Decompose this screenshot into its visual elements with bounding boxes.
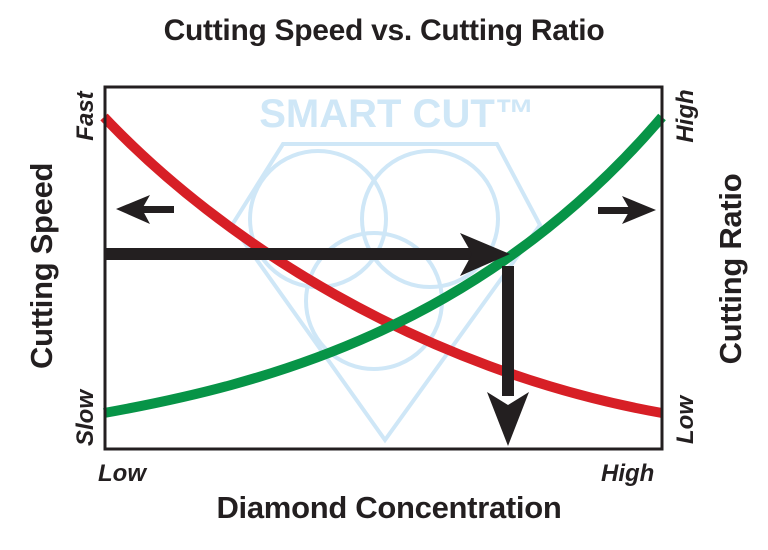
y-right-tick-low: Low: [672, 396, 699, 444]
y-axis-left-label: Cutting Speed: [24, 162, 59, 369]
diamond-logo-icon: [229, 142, 543, 444]
watermark-text: SMART CUT™: [259, 92, 535, 136]
y-axis-right-label: Cutting Ratio: [713, 173, 748, 365]
y-left-tick-slow: Slow: [72, 390, 99, 447]
left-axis-arrow-icon: [116, 195, 174, 224]
vertical-read-arrow: [487, 266, 529, 446]
y-right-tick-high: High: [672, 89, 699, 143]
x-axis-label: Diamond Concentration: [216, 490, 562, 525]
cutting-speed-curve: [100, 113, 663, 418]
x-tick-high: High: [601, 460, 655, 487]
plot-frame: [103, 85, 664, 451]
horizontal-read-arrow: [104, 233, 510, 276]
right-axis-arrow-icon: [598, 196, 656, 224]
x-tick-low: Low: [98, 460, 146, 487]
y-left-tick-fast: Fast: [72, 91, 99, 141]
cutting-ratio-curve: [103, 113, 666, 418]
chart-title: Cutting Speed vs. Cutting Ratio: [163, 14, 605, 47]
